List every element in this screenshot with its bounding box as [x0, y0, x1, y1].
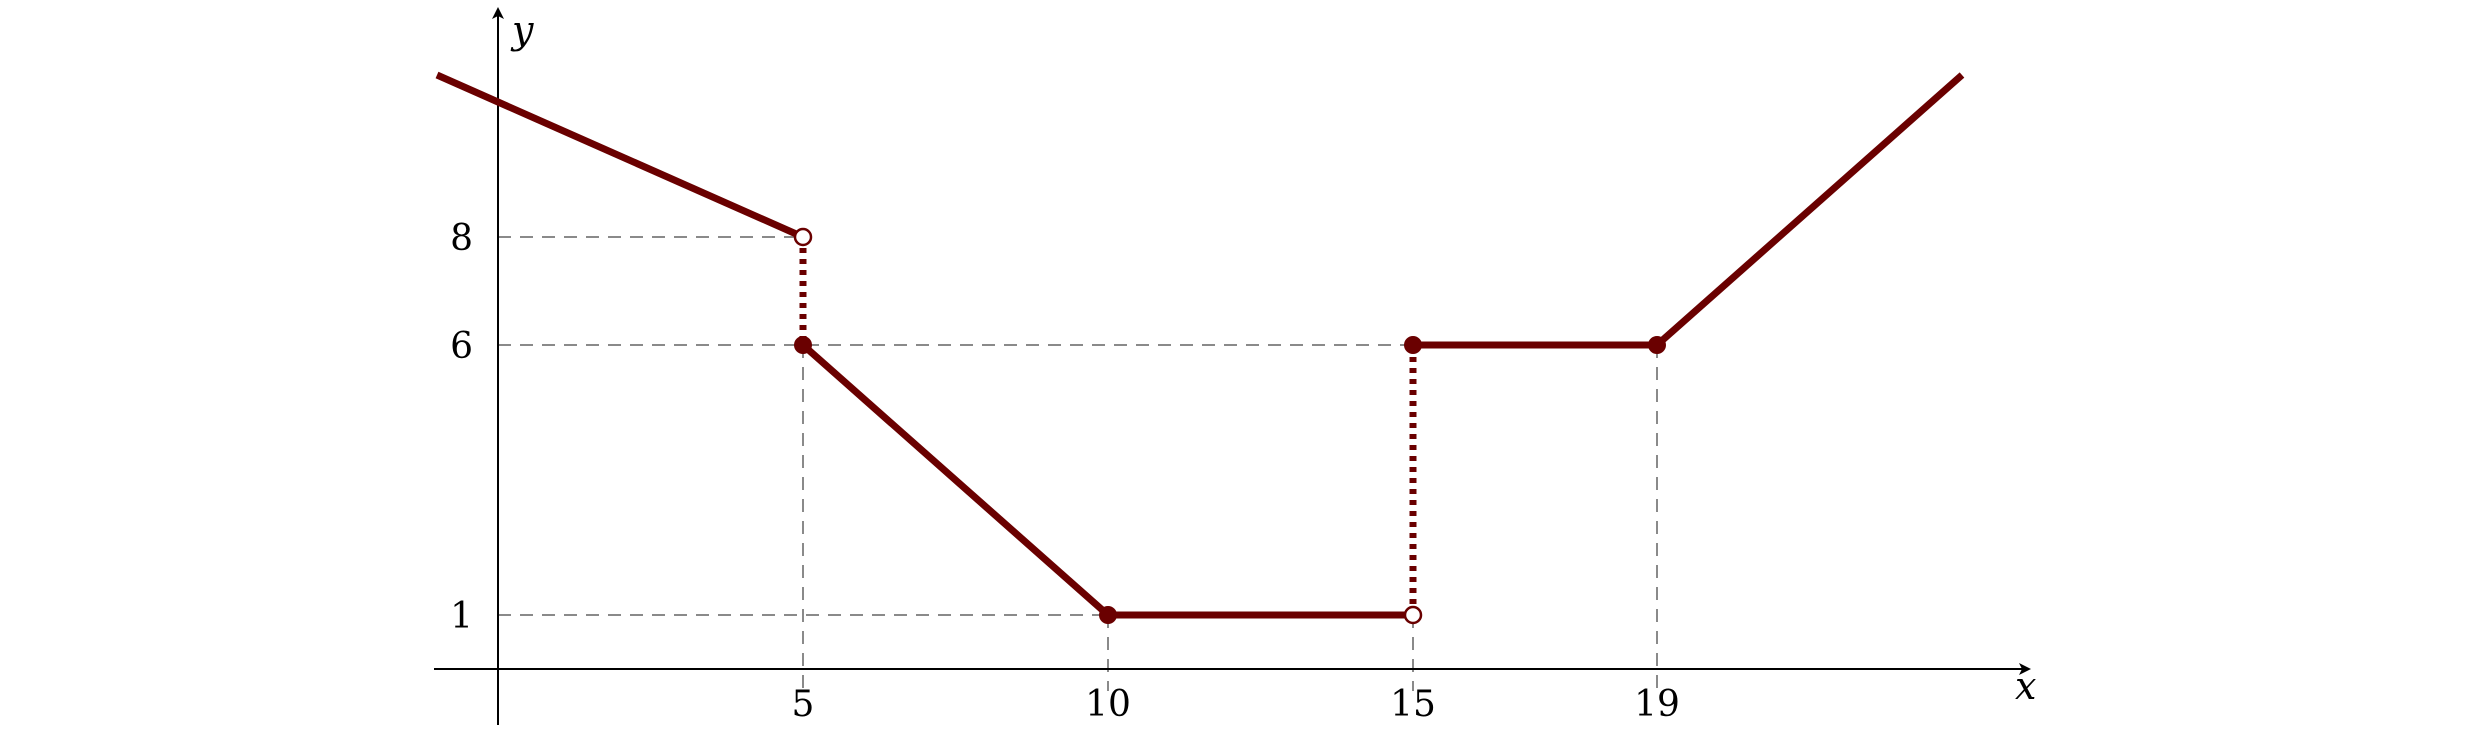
closed-endpoint-5	[1648, 336, 1666, 354]
graph-segment-4	[1654, 72, 1965, 348]
graph-segment-0	[435, 71, 805, 241]
open-endpoint-3	[1403, 605, 1423, 625]
x-tick-label: 15	[1390, 684, 1436, 725]
axes: x y	[434, 7, 2036, 725]
closed-endpoint-1	[794, 336, 812, 354]
open-endpoint-0	[793, 227, 813, 247]
y-tick-label: 1	[450, 596, 473, 637]
x-tick-label: 5	[792, 684, 815, 725]
x-tick-label: 10	[1085, 684, 1131, 725]
x-tick-label: 19	[1634, 684, 1680, 725]
graph-segment-1	[800, 342, 1111, 618]
function-graph	[435, 71, 1965, 619]
y-axis-label: y	[510, 8, 534, 52]
guide-lines	[498, 236, 1658, 691]
y-tick-label: 8	[450, 218, 473, 259]
endpoint-markers	[793, 227, 1666, 625]
y-tick-label: 6	[450, 326, 473, 367]
x-axis-label: x	[2015, 664, 2036, 708]
closed-endpoint-2	[1099, 606, 1117, 624]
tick-labels: 5 10 15 19 1 6 8	[450, 218, 1680, 725]
closed-endpoint-4	[1404, 336, 1422, 354]
